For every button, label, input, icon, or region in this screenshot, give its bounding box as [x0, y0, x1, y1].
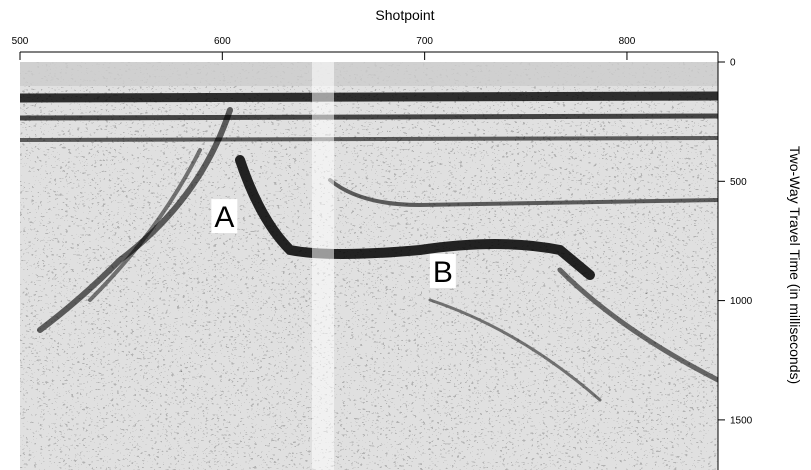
seismic-image	[20, 62, 718, 470]
y-tick-label: 0	[730, 58, 736, 69]
y-tick-label: 1500	[730, 415, 753, 426]
annotation: B	[433, 256, 453, 289]
annotation: A	[214, 201, 234, 234]
y-tick-label: 500	[730, 177, 747, 188]
x-tick-label: 500	[12, 36, 29, 47]
y-axis-title: Two-Way Travel Time (in milliseconds)	[787, 146, 803, 384]
annotation-box	[211, 199, 238, 234]
x-tick-label: 700	[416, 36, 433, 47]
x-tick-label: 600	[214, 36, 231, 47]
x-axis-title: Shotpoint	[375, 7, 434, 23]
annotation-box	[429, 253, 456, 288]
x-tick-label: 800	[619, 36, 636, 47]
y-tick-label: 1000	[730, 296, 753, 307]
